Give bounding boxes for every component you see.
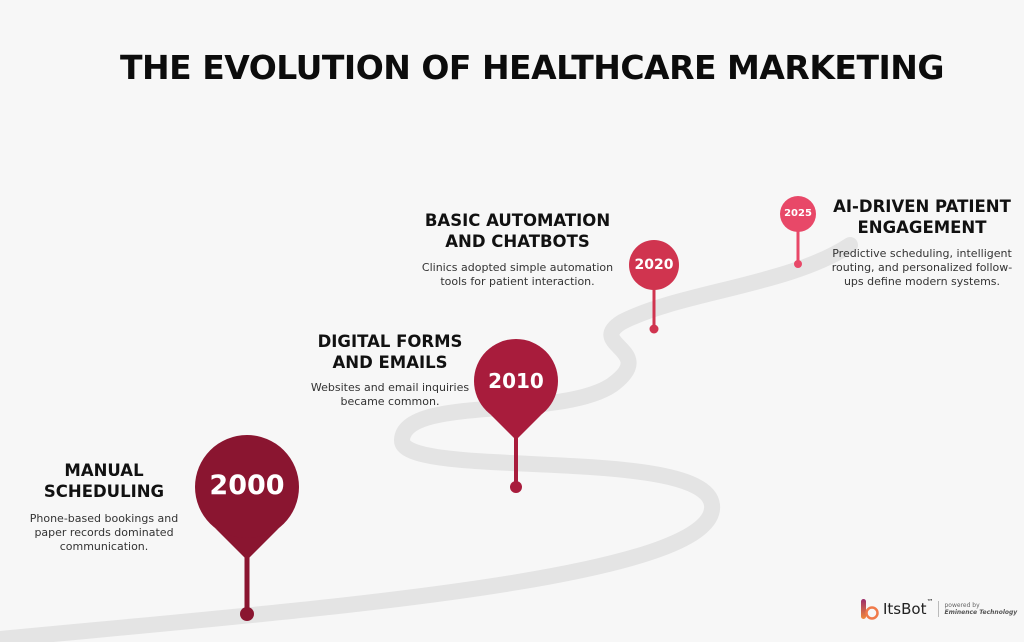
- milestone-description: Phone-based bookings and paper records do…: [29, 512, 179, 553]
- itsbot-logo: ItsBot ™ powered by Eminence Technology: [860, 598, 1017, 620]
- logo-brand: ItsBot: [883, 600, 927, 618]
- milestone-2020-text: BASIC AUTOMATION AND CHATBOTS Clinics ado…: [410, 210, 625, 289]
- pin-2000: [195, 435, 299, 621]
- milestone-2025-text: AI-DRIVEN PATIENT ENGAGEMENT Predictive s…: [822, 196, 1022, 289]
- milestone-2010-text: DIGITAL FORMS AND EMAILS Websites and ema…: [290, 331, 490, 409]
- itsbot-logo-icon: [861, 599, 879, 620]
- year-2020: 2020: [634, 257, 674, 273]
- milestone-description: Clinics adopted simple automation tools f…: [421, 261, 614, 288]
- milestone-description: Websites and email inquiries became commo…: [310, 381, 470, 408]
- milestone-heading: BASIC AUTOMATION AND CHATBOTS: [424, 211, 611, 251]
- pin-2020: [629, 240, 679, 334]
- logo-powered-by: powered by Eminence Technology: [944, 602, 1018, 616]
- year-2000: 2000: [209, 470, 285, 501]
- year-2025: 2025: [784, 208, 812, 219]
- pin-2010: [474, 339, 558, 493]
- milestone-heading: AI-DRIVEN PATIENT ENGAGEMENT: [833, 197, 1011, 237]
- milestone-heading: MANUAL SCHEDULING: [43, 461, 165, 501]
- milestone-heading: DIGITAL FORMS AND EMAILS: [317, 332, 463, 372]
- page-title: THE EVOLUTION OF HEALTHCARE MARKETING: [120, 48, 944, 87]
- milestone-description: Predictive scheduling, intelligent routin…: [831, 247, 1013, 288]
- year-2010: 2010: [488, 369, 544, 393]
- pin-2025: [780, 196, 816, 268]
- logo-tm: ™: [926, 598, 934, 606]
- milestone-2000-text: MANUAL SCHEDULING Phone-based bookings an…: [14, 460, 194, 554]
- logo-divider: [938, 601, 940, 617]
